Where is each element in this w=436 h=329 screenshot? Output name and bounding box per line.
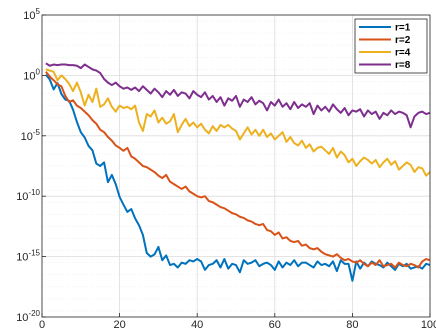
legend-label: r=1 — [395, 23, 411, 34]
series-line-r-8 — [45, 62, 431, 129]
x-tick-label: 80 — [346, 319, 358, 329]
x-tick-label: 40 — [191, 319, 203, 329]
y-tick-label: 10-20 — [16, 309, 40, 324]
legend-label: r=4 — [395, 48, 411, 59]
plot-frame — [41, 14, 431, 318]
axis-ticks: 0 20 40 60 80 100 10-20 10-15 10-10 10-5 100 105 — [16, 7, 436, 329]
legend-label: r=8 — [395, 60, 411, 71]
legend-label: r=2 — [395, 35, 411, 46]
legend: r=1r=2 r=4r=8 — [354, 18, 428, 74]
y-tick-label: 105 — [23, 7, 40, 22]
series-line-r-2 — [45, 71, 431, 269]
x-tick-label: 20 — [113, 319, 125, 329]
y-tick-label: 10-5 — [21, 128, 41, 143]
x-tick-label: 0 — [39, 319, 45, 329]
x-tick-label: 60 — [269, 319, 281, 329]
x-tick-label: 100 — [421, 319, 436, 329]
grid-lines — [41, 14, 431, 318]
y-tick-label: 10-15 — [16, 249, 40, 264]
series-layer — [45, 62, 431, 282]
series-line-r-4 — [45, 68, 431, 177]
y-tick-label: 100 — [23, 67, 40, 82]
y-tick-label: 10-10 — [16, 188, 40, 203]
